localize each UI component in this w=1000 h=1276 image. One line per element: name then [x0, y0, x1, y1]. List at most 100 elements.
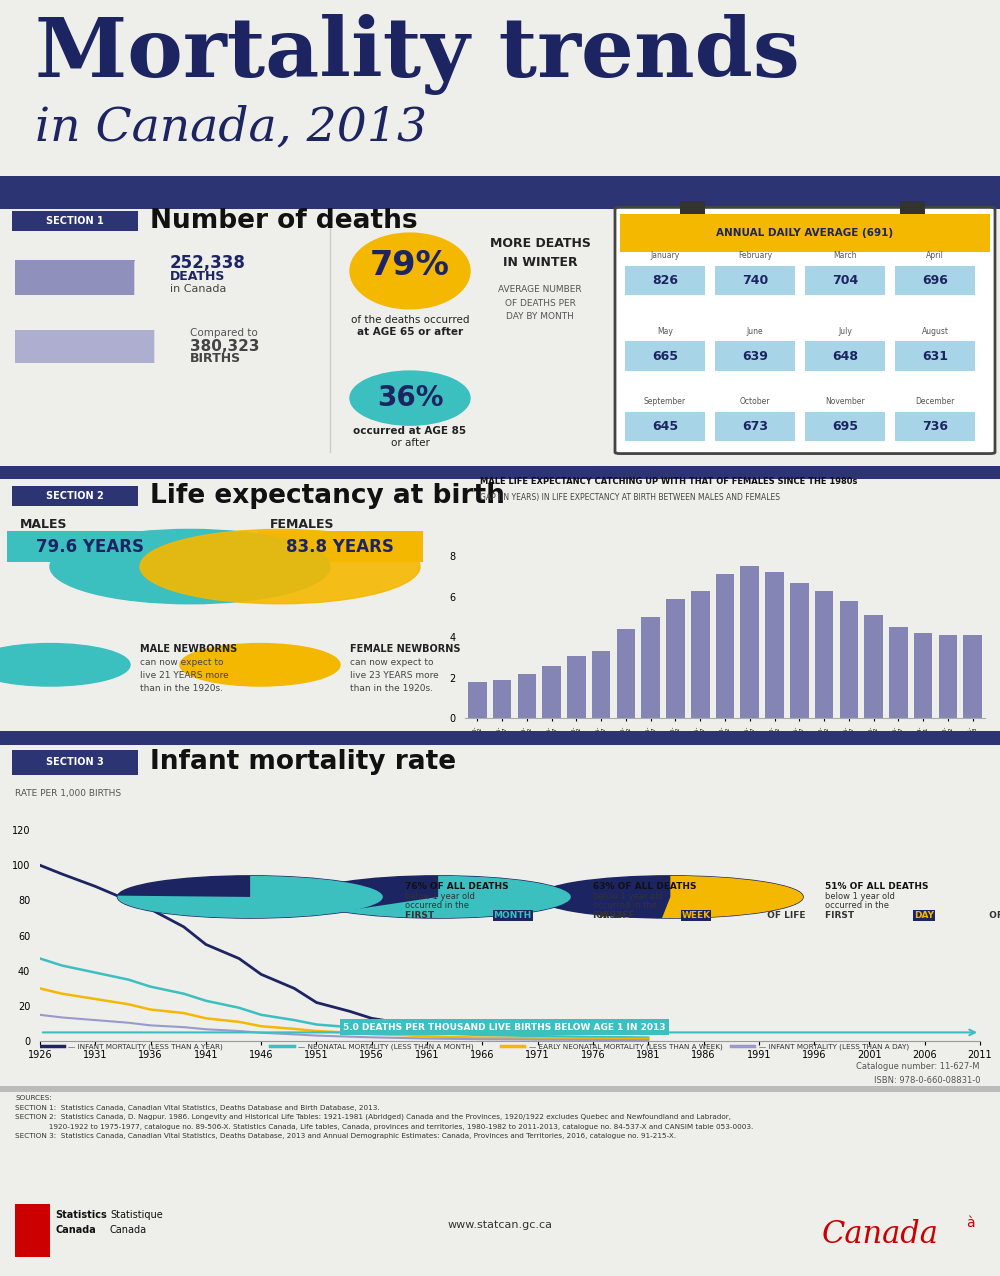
- Text: SECTION 3: SECTION 3: [46, 757, 104, 767]
- Text: of the deaths occurred: of the deaths occurred: [351, 315, 469, 324]
- Text: occurred in the: occurred in the: [825, 901, 889, 910]
- Text: 5.0 DEATHS PER THOUSAND LIVE BIRTHS BELOW AGE 1 IN 2013: 5.0 DEATHS PER THOUSAND LIVE BIRTHS BELO…: [343, 1022, 666, 1031]
- Ellipse shape: [350, 234, 470, 309]
- Text: OF LIFE: OF LIFE: [593, 911, 634, 920]
- FancyBboxPatch shape: [12, 749, 138, 775]
- Text: — EARLY NEONATAL MORTALITY (LESS THAN A WEEK): — EARLY NEONATAL MORTALITY (LESS THAN A …: [529, 1042, 723, 1050]
- Bar: [468, 681, 487, 718]
- Text: 695: 695: [832, 420, 858, 433]
- Bar: [716, 574, 734, 718]
- Text: occurred at AGE 85: occurred at AGE 85: [353, 426, 467, 435]
- Bar: [840, 601, 858, 718]
- Bar: [0, 195, 1000, 209]
- Bar: [0, 176, 1000, 195]
- Text: 704: 704: [832, 274, 858, 287]
- Text: in Canada, 2013: in Canada, 2013: [35, 106, 427, 151]
- Text: GAP (IN YEARS) IN LIFE EXPECTANCY AT BIRTH BETWEEN MALES AND FEMALES: GAP (IN YEARS) IN LIFE EXPECTANCY AT BIR…: [480, 493, 780, 501]
- Circle shape: [538, 875, 803, 917]
- Circle shape: [305, 875, 571, 917]
- Text: FEMALE NEWBORNS: FEMALE NEWBORNS: [350, 644, 460, 653]
- Bar: [900, 200, 925, 217]
- Text: November: November: [825, 397, 865, 406]
- FancyBboxPatch shape: [12, 486, 138, 507]
- Text: — NEONATAL MORTALITY (LESS THAN A MONTH): — NEONATAL MORTALITY (LESS THAN A MONTH): [298, 1042, 474, 1050]
- Bar: [740, 567, 759, 718]
- Polygon shape: [135, 262, 160, 295]
- Bar: [0, 731, 1000, 745]
- Text: April: April: [926, 251, 944, 260]
- Text: October: October: [740, 397, 770, 406]
- Circle shape: [117, 875, 383, 917]
- Text: Catalogue number: 11-627-M: Catalogue number: 11-627-M: [856, 1062, 980, 1071]
- Text: can now expect to: can now expect to: [350, 657, 434, 666]
- Text: 51% OF ALL DEATHS: 51% OF ALL DEATHS: [825, 882, 929, 891]
- FancyBboxPatch shape: [257, 531, 423, 563]
- Circle shape: [180, 643, 340, 686]
- Text: 79%: 79%: [370, 249, 450, 282]
- Text: MORE DEATHS: MORE DEATHS: [490, 237, 590, 250]
- Text: SECTION 1: SECTION 1: [46, 216, 104, 226]
- Text: below 1 year old: below 1 year old: [593, 892, 663, 901]
- Wedge shape: [117, 875, 383, 917]
- FancyBboxPatch shape: [7, 531, 173, 563]
- Bar: [0, 466, 1000, 478]
- Text: 826: 826: [652, 274, 678, 287]
- Text: Infant mortality rate: Infant mortality rate: [150, 749, 456, 775]
- Text: 639: 639: [742, 350, 768, 362]
- Text: 36%: 36%: [377, 384, 443, 412]
- Bar: [567, 656, 586, 718]
- Bar: [889, 628, 908, 718]
- Bar: [666, 598, 685, 718]
- Text: Canada: Canada: [822, 1219, 938, 1249]
- Bar: [15, 1203, 50, 1257]
- Text: 83.8 YEARS: 83.8 YEARS: [286, 537, 394, 555]
- Text: WEEK: WEEK: [681, 911, 711, 920]
- Text: Compared to: Compared to: [190, 328, 258, 338]
- Text: OF LIFE: OF LIFE: [764, 911, 806, 920]
- Bar: [815, 591, 833, 718]
- Text: May: May: [657, 327, 673, 336]
- Bar: [15, 330, 155, 362]
- Text: August: August: [922, 327, 948, 336]
- Bar: [592, 652, 610, 718]
- Text: ANNUAL DAILY AVERAGE (691): ANNUAL DAILY AVERAGE (691): [716, 228, 894, 239]
- Text: July: July: [838, 327, 852, 336]
- Text: — INFANT MORTALITY (LESS THAN A YEAR): — INFANT MORTALITY (LESS THAN A YEAR): [68, 1042, 223, 1050]
- Wedge shape: [341, 875, 571, 917]
- Bar: [914, 633, 932, 718]
- Text: September: September: [644, 397, 686, 406]
- Bar: [542, 666, 561, 718]
- Text: MALE NEWBORNS: MALE NEWBORNS: [140, 644, 237, 653]
- Bar: [715, 412, 795, 441]
- Text: 696: 696: [922, 274, 948, 287]
- Bar: [617, 629, 635, 718]
- Text: BIRTHS: BIRTHS: [190, 352, 241, 365]
- Bar: [895, 265, 975, 295]
- Text: can now expect to: can now expect to: [140, 657, 224, 666]
- Text: FIRST: FIRST: [593, 911, 625, 920]
- Text: 380,323: 380,323: [190, 339, 260, 355]
- FancyBboxPatch shape: [615, 208, 995, 453]
- Text: Canada: Canada: [110, 1225, 147, 1235]
- Bar: [518, 674, 536, 718]
- FancyBboxPatch shape: [12, 211, 138, 231]
- Text: 645: 645: [652, 420, 678, 433]
- Bar: [864, 615, 883, 718]
- Text: — INFANT MORTALITY (LESS THAN A DAY): — INFANT MORTALITY (LESS THAN A DAY): [759, 1042, 909, 1050]
- Bar: [620, 214, 990, 253]
- Text: SECTION 2: SECTION 2: [46, 491, 104, 501]
- Text: occurred in the: occurred in the: [405, 901, 469, 910]
- Text: SOURCES:
SECTION 1:  Statistics Canada, Canadian Vital Statistics, Deaths Databa: SOURCES: SECTION 1: Statistics Canada, C…: [15, 1095, 753, 1139]
- Text: Life expectancy at birth: Life expectancy at birth: [150, 484, 505, 509]
- Text: occurred in the: occurred in the: [593, 901, 657, 910]
- Text: ISBN: 978-0-660-08831-0: ISBN: 978-0-660-08831-0: [874, 1076, 980, 1085]
- Text: in Canada: in Canada: [170, 283, 226, 293]
- Text: 673: 673: [742, 420, 768, 433]
- Bar: [805, 341, 885, 371]
- Text: AVERAGE NUMBER: AVERAGE NUMBER: [498, 286, 582, 295]
- Text: January: January: [650, 251, 680, 260]
- Text: February: February: [738, 251, 772, 260]
- Text: live 23 YEARS more: live 23 YEARS more: [350, 671, 439, 680]
- Text: than in the 1920s.: than in the 1920s.: [140, 684, 223, 693]
- Text: MONTH: MONTH: [493, 911, 532, 920]
